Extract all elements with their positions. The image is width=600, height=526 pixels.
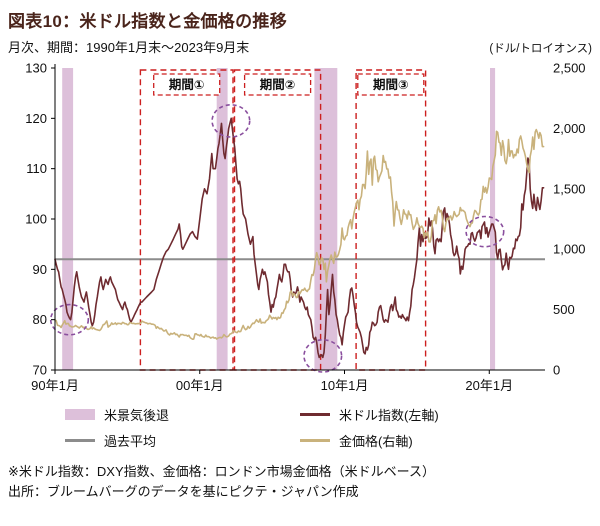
line-swatch [300, 439, 330, 442]
highlight-circle [211, 104, 251, 138]
footer: ※米ドル指数：DXY指数、金価格：ロンドン市場金価格（米ドルベース） 出所：ブル… [0, 450, 600, 502]
legend-label: 過去平均 [104, 434, 157, 449]
y-axis-left-label: 70 [33, 363, 47, 378]
legend-item-2: 過去平均 [65, 431, 300, 450]
period-label-box [153, 73, 221, 96]
period-label: 期間② [260, 77, 296, 92]
legend-item-3: 金価格(右軸) [300, 431, 535, 450]
footnote: ※米ドル指数：DXY指数、金価格：ロンドン市場金価格（米ドルベース） [8, 464, 435, 479]
x-axis-label: 10年1月 [321, 378, 369, 393]
y-axis-right-label: 500 [553, 302, 575, 317]
y-axis-left-label: 100 [25, 212, 47, 227]
recession-band [490, 68, 496, 370]
legend-label: 金価格(右軸) [339, 434, 413, 449]
highlight-circle [303, 338, 343, 373]
figure: 図表10：米ドル指数と金価格の推移 月次、期間：1990年1月末～2023年9月… [0, 12, 600, 502]
recession-band-swatch [65, 409, 95, 420]
legend: 米景気後退 米ドル指数(左軸) 過去平均 金価格(右軸) [0, 405, 600, 450]
x-axis-label: 00年1月 [176, 378, 224, 393]
gold-price-line [54, 128, 545, 341]
period-label-box [243, 73, 312, 96]
figure-subhead: 月次、期間：1990年1月末～2023年9月末 (ドル/トロイオンス) [0, 32, 600, 56]
y-axis-right-label: 2,500 [553, 61, 586, 76]
period-box [139, 69, 234, 371]
line-swatch [300, 413, 330, 416]
y-axis-right-label: 1,000 [553, 242, 586, 257]
y-axis-left-label: 80 [33, 312, 47, 327]
right-axis-unit-label: (ドル/トロイオンス) [489, 43, 592, 55]
y-axis-left-label: 130 [25, 61, 47, 76]
highlight-circle [465, 215, 505, 248]
period-subtitle: 月次、期間：1990年1月末～2023年9月末 [8, 40, 250, 55]
legend-label: 米ドル指数(左軸) [339, 408, 439, 423]
period-label: 期間① [169, 77, 205, 92]
y-axis-left-label: 110 [26, 161, 47, 176]
line-swatch [65, 439, 95, 442]
y-axis-right-label: 0 [553, 363, 560, 378]
period-label-box [357, 73, 425, 96]
x-axis-label: 20年1月 [465, 378, 513, 393]
legend-item-1: 米ドル指数(左軸) [300, 405, 535, 424]
x-axis-label: 90年1月 [31, 378, 79, 393]
legend-label: 米景気後退 [104, 408, 170, 423]
recession-band [216, 68, 228, 370]
y-axis-left-label: 120 [25, 111, 47, 126]
legend-item-0: 米景気後退 [65, 405, 300, 424]
period-box [355, 69, 427, 371]
source-note: 出所：ブルームバーグのデータを基にピクテ・ジャパン作成 [8, 484, 359, 500]
y-axis-right-label: 2,000 [553, 121, 586, 136]
y-axis-left-label: 90 [33, 262, 47, 277]
figure-title: 図表10：米ドル指数と金価格の推移 [8, 12, 288, 31]
highlight-circle [49, 303, 90, 336]
dollar-index-line [54, 117, 545, 359]
period-label: 期間③ [373, 77, 409, 92]
chart-canvas: 期間① 期間② 期間③ 70 80 90 100 110 120 130 0 500 1,000 1,50… [25, 61, 586, 394]
y-axis-right-label: 1,500 [553, 181, 586, 196]
period-box [233, 69, 322, 371]
recession-band [62, 68, 74, 370]
